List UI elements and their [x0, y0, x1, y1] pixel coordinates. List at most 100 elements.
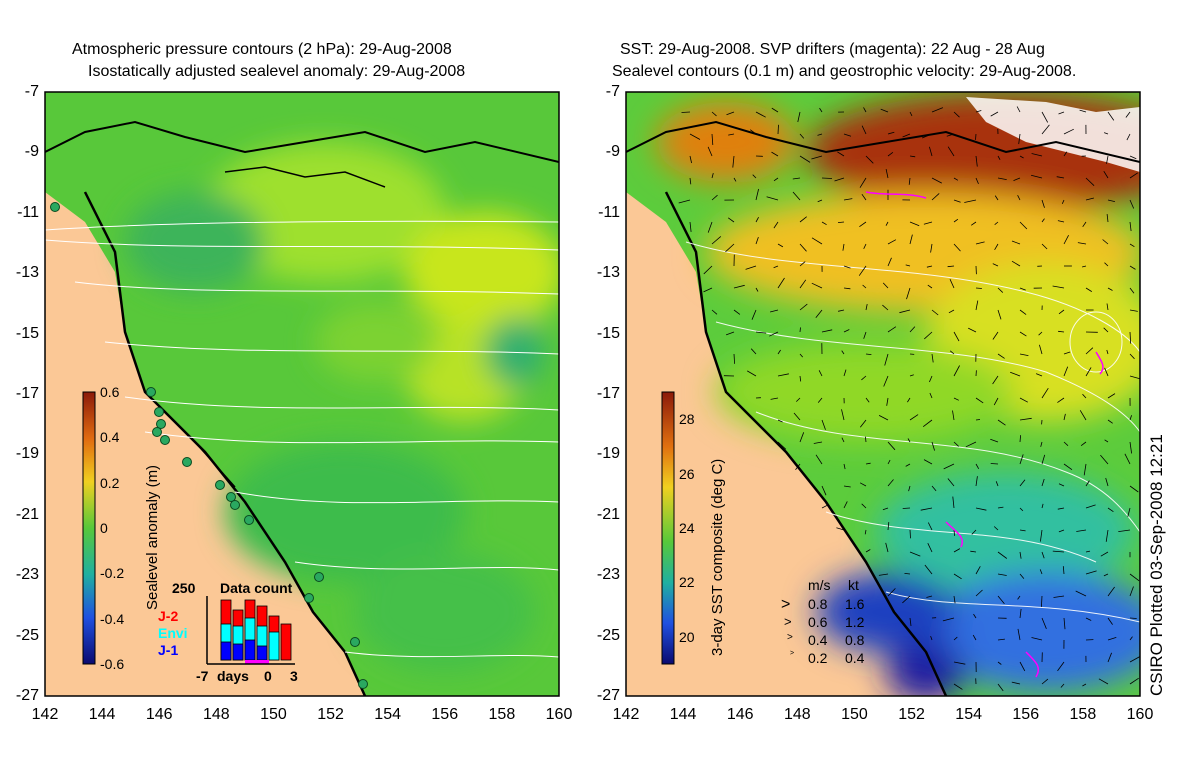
velocity-arrow: [1103, 170, 1109, 179]
histogram-xlabel-days: days: [217, 668, 249, 684]
velocity-arrow: [1058, 309, 1065, 315]
velocity-arrow: [755, 188, 759, 201]
velocity-arrow: [707, 221, 713, 233]
velocity-arrow: [792, 191, 801, 201]
velocity-arrow: [884, 353, 889, 366]
velocity-arrow: [953, 595, 956, 604]
velocity-row-kt: 0.8: [845, 632, 865, 648]
velocity-arrow: [793, 412, 801, 421]
velocity-arrow: [929, 392, 933, 399]
colorbar-tick: 0.4: [100, 429, 120, 446]
velocity-arrow: [1063, 413, 1066, 421]
velocity-arrow: [796, 397, 801, 402]
velocity-arrow: [834, 177, 845, 182]
velocity-arrow: [924, 331, 933, 340]
velocity-arrow: [953, 661, 966, 665]
velocity-arrow: [952, 496, 955, 509]
lat-tick-left: -23: [15, 566, 39, 584]
velocity-arrow: [1107, 652, 1112, 663]
velocity-arrow: [887, 459, 891, 465]
velocity-arrow: [1129, 353, 1135, 360]
velocity-arrow: [815, 309, 823, 318]
velocity-arrow: [732, 155, 735, 168]
velocity-arrow: [1041, 678, 1049, 685]
colorbar-tick: 22: [679, 574, 695, 591]
velocity-arrow: [943, 463, 955, 470]
velocity-arrow: [865, 549, 871, 553]
velocity-arrow: [799, 243, 807, 252]
velocity-arrow: [843, 501, 848, 509]
velocity-arrow: [909, 617, 912, 627]
velocity-arrow: [733, 353, 735, 364]
velocity-arrow: [817, 133, 823, 136]
velocity-arrow: [1129, 415, 1132, 421]
velocity-arrow: [997, 573, 1007, 576]
colorbar-tick: 0: [100, 520, 108, 536]
velocity-arrow: [1063, 366, 1069, 377]
velocity-arrow: [1063, 441, 1069, 446]
velocity-arrow: [931, 441, 935, 451]
velocity-arrow: [948, 309, 955, 314]
velocity-arrow: [1057, 220, 1065, 223]
velocity-arrow: [726, 111, 735, 116]
velocity-arrow: [777, 124, 779, 135]
velocity-arrow: [993, 526, 999, 531]
velocity-arrow: [994, 221, 999, 226]
velocity-arrow: [953, 441, 959, 447]
velocity-arrow: [771, 107, 779, 113]
velocity-arrow: [1106, 303, 1109, 311]
velocity-arrow: [953, 365, 960, 377]
velocity-arrow: [975, 463, 980, 469]
velocity-arrow: [882, 282, 889, 289]
lat-tick-left: -17: [15, 385, 39, 402]
velocity-arrow: [777, 349, 781, 355]
velocity-arrow: [707, 146, 713, 157]
velocity-arrow: [773, 177, 779, 182]
velocity-arrow: [909, 234, 913, 245]
histogram-xlabel-neg7: -7: [196, 668, 209, 684]
velocity-arrow: [755, 111, 766, 118]
velocity-arrow: [887, 257, 892, 267]
velocity-arrow: [953, 218, 959, 223]
velocity-arrow: [930, 243, 933, 253]
velocity-arrow: [1063, 151, 1068, 157]
velocity-arrow: [861, 375, 867, 381]
colorbar-tick: -0.2: [100, 565, 125, 582]
velocity-arrow: [887, 522, 890, 531]
velocity-arrow: [931, 309, 939, 316]
velocity-arrow: [1079, 109, 1087, 113]
velocity-arrow: [887, 131, 895, 135]
velocity-arrow: [1100, 551, 1109, 557]
velocity-arrow: [1107, 617, 1113, 625]
velocity-arrow: [909, 111, 913, 117]
velocity-arrow: [883, 375, 889, 387]
velocity-arrow: [773, 265, 779, 269]
velocity-arrow: [755, 217, 759, 223]
velocity-arrow: [885, 542, 889, 553]
velocity-arrow: [1031, 174, 1043, 179]
velocity-arrow: [997, 419, 1006, 426]
velocity-arrow: [947, 265, 955, 268]
velocity-arrow: [1041, 218, 1045, 223]
velocity-arrow: [926, 595, 933, 598]
velocity-arrow: [1040, 529, 1043, 542]
left-png-coast: [45, 120, 559, 163]
colorbar-tick: 0.6: [100, 384, 120, 400]
legend-envi: Envi: [158, 625, 188, 641]
velocity-arrow: [755, 287, 759, 292]
velocity-arrow: [887, 151, 894, 157]
velocity-arrow: [953, 397, 959, 401]
velocity-arrow: [997, 595, 1005, 604]
velocity-arrow: [1107, 419, 1113, 424]
velocity-arrow: [863, 331, 867, 339]
velocity-arrow: [733, 309, 741, 315]
velocity-arrow: [882, 507, 889, 511]
velocity-arrow: [968, 327, 977, 333]
lat-tick-right: -23: [596, 566, 620, 584]
right-title-line1: SST: 29-Aug-2008. SVP drifters (magenta)…: [620, 41, 1045, 58]
velocity-arrow: [1041, 503, 1044, 509]
velocity-arrow: [1041, 454, 1046, 465]
velocity-arrow: [953, 573, 962, 580]
lon-tick-right: 158: [1069, 706, 1097, 723]
data-count-histogram: [206, 596, 295, 665]
